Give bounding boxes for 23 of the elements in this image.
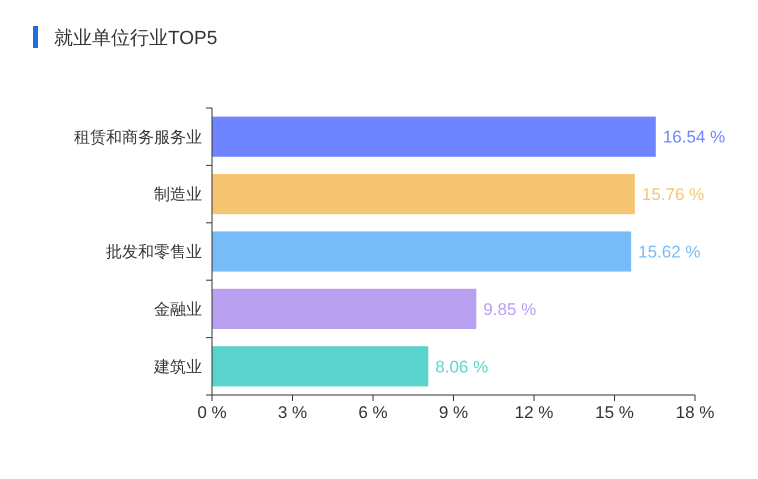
x-tick-label: 9 % (438, 403, 468, 422)
x-tick-label: 15 % (595, 403, 634, 422)
data-label: 9.85 % (483, 300, 536, 319)
bar (212, 174, 635, 214)
y-tick-label: 金融业 (154, 300, 202, 318)
data-label: 15.76 % (642, 185, 704, 204)
y-tick-label: 租赁和商务服务业 (74, 128, 202, 146)
x-tick-label: 3 % (278, 403, 308, 422)
bar (212, 116, 656, 157)
y-tick-label: 建筑业 (153, 358, 202, 376)
x-tick-label: 6 % (358, 403, 388, 422)
x-tick-label: 0 % (197, 403, 227, 422)
bar (212, 288, 476, 329)
y-tick-label: 批发和零售业 (106, 243, 202, 262)
x-tick-label: 12 % (514, 403, 554, 422)
data-label: 16.54 % (662, 128, 726, 147)
y-tick-label: 制造业 (154, 186, 202, 204)
bar (212, 346, 428, 386)
chart-title: 就业单位行业TOP5 (54, 28, 218, 49)
data-label: 8.06 % (435, 357, 488, 376)
bar (212, 231, 632, 272)
x-tick-label: 18 % (676, 403, 714, 422)
data-label: 15.62 % (638, 242, 701, 262)
